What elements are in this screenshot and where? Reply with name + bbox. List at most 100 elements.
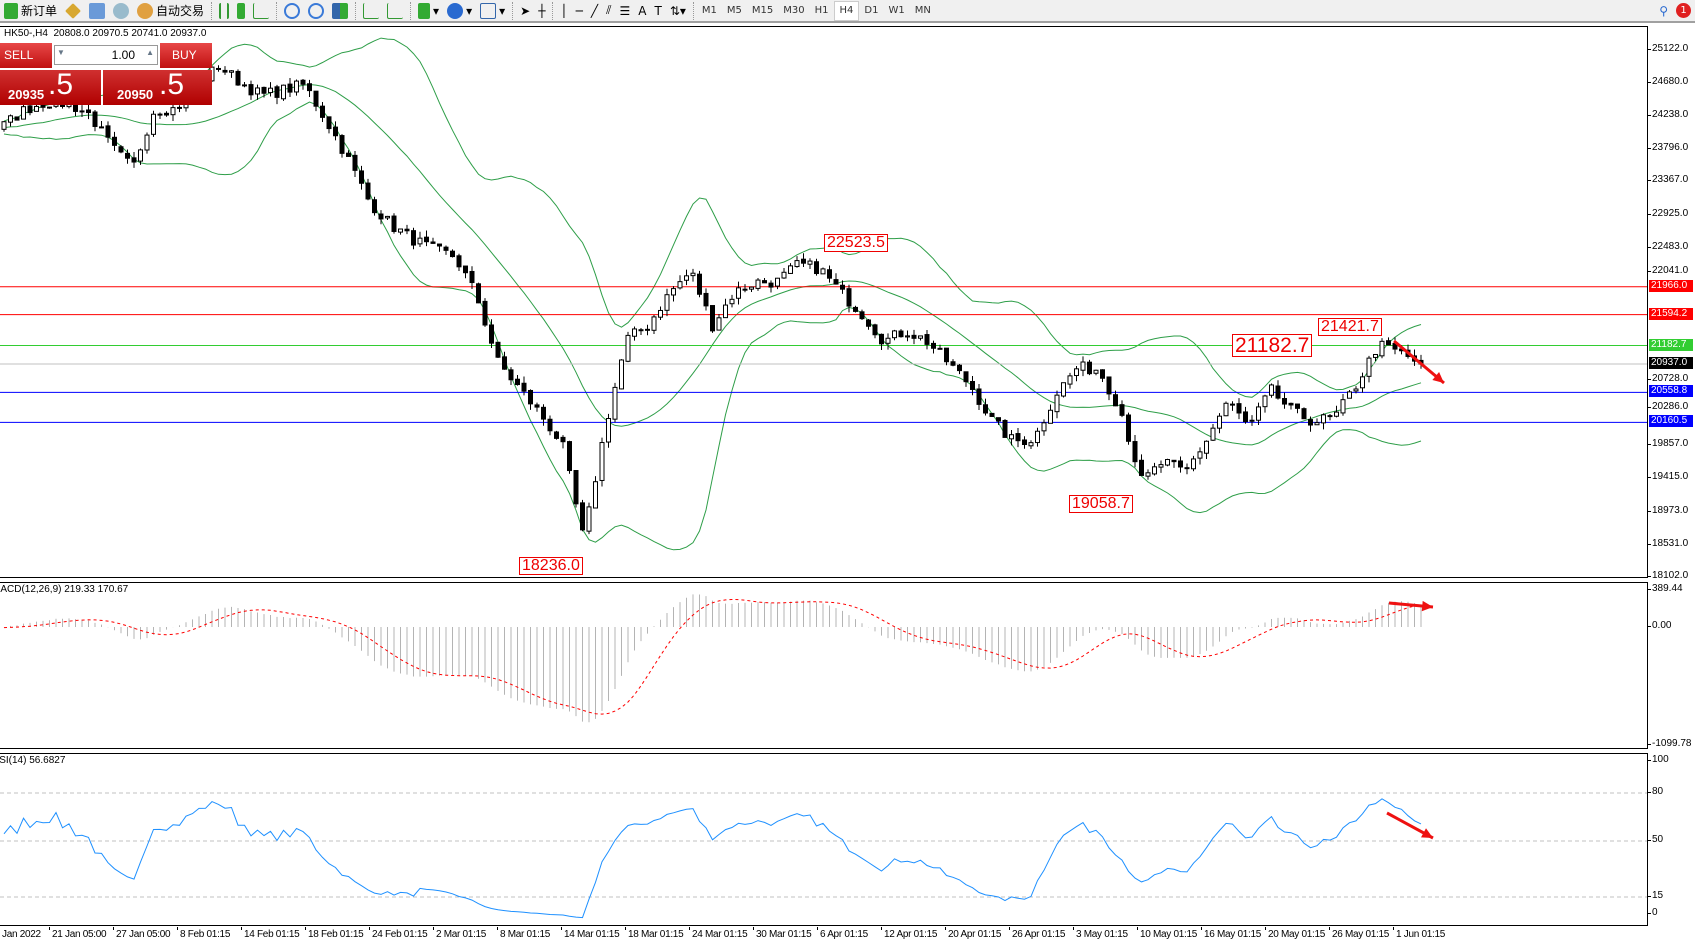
candle bbox=[632, 328, 637, 337]
arrows-icon: ⇅▾ bbox=[669, 3, 686, 18]
sell-button[interactable]: SELL bbox=[0, 43, 52, 68]
buy-price[interactable]: 20950.5 bbox=[103, 68, 212, 105]
rsi-arrow-icon-head bbox=[1421, 828, 1433, 838]
channel-button[interactable]: ⫽ bbox=[602, 1, 615, 21]
auto-trading-button[interactable]: 自动交易 bbox=[133, 1, 208, 21]
notifications-button[interactable]: 1 bbox=[1672, 1, 1695, 21]
candle bbox=[1048, 409, 1053, 424]
periods-button[interactable]: ▾ bbox=[443, 1, 476, 21]
new-order-button[interactable]: 新订单 bbox=[0, 1, 61, 21]
price-axis-label: 20728.0 bbox=[1646, 372, 1689, 384]
candle bbox=[242, 84, 247, 87]
signals-button[interactable] bbox=[109, 1, 133, 21]
candle bbox=[476, 283, 481, 304]
bollinger-lower-band bbox=[3, 101, 1422, 551]
macd-panel[interactable]: MACD(12,26,9) 219.33 170.67 bbox=[0, 582, 1648, 749]
tile-windows-button[interactable] bbox=[328, 1, 352, 21]
fibonacci-icon: ☰ bbox=[619, 3, 631, 18]
rsi-panel[interactable]: RSI(14) 56.6827 bbox=[0, 753, 1648, 926]
horizontal-line-button[interactable]: ─ bbox=[572, 1, 587, 21]
timeframe-m1[interactable]: M1 bbox=[701, 5, 717, 16]
decrease-lots-icon[interactable]: ▼ bbox=[57, 48, 65, 57]
candle bbox=[768, 282, 774, 288]
fibonacci-button[interactable]: ☰ bbox=[615, 1, 634, 21]
line-chart-icon bbox=[253, 2, 270, 19]
candle bbox=[502, 356, 507, 370]
buy-button[interactable]: BUY bbox=[160, 43, 212, 68]
vertical-line-icon: │ bbox=[560, 3, 568, 18]
candle bbox=[177, 106, 182, 109]
auto-scroll-icon bbox=[363, 2, 380, 19]
candle bbox=[976, 388, 982, 405]
trendline-icon: ╱ bbox=[590, 3, 599, 18]
cursor-button[interactable]: ➤ bbox=[516, 1, 534, 21]
candle bbox=[346, 152, 351, 157]
vertical-line-button[interactable]: │ bbox=[556, 1, 571, 21]
text-button[interactable]: A bbox=[634, 1, 650, 21]
candle bbox=[1360, 376, 1365, 389]
candle bbox=[333, 126, 338, 137]
candle bbox=[398, 228, 403, 233]
sell-price[interactable]: 20935.5 bbox=[0, 68, 101, 105]
auto-scroll-button[interactable] bbox=[359, 1, 383, 21]
timeframe-h4[interactable]: H4 bbox=[833, 0, 860, 21]
level-price-tag: 21966.0 bbox=[1649, 279, 1693, 292]
candle bbox=[1334, 411, 1339, 417]
candle bbox=[1191, 458, 1196, 470]
navigator-button[interactable] bbox=[85, 1, 109, 21]
candle bbox=[1275, 385, 1281, 399]
candle bbox=[151, 113, 156, 135]
candle bbox=[638, 329, 644, 332]
candle bbox=[859, 311, 865, 320]
candle bbox=[1386, 340, 1391, 346]
candle bbox=[326, 116, 332, 130]
timeframe-h1[interactable]: H1 bbox=[814, 5, 829, 16]
candle bbox=[294, 80, 299, 93]
zoom-out-button[interactable] bbox=[304, 1, 328, 21]
macd-title: MACD(12,26,9) 219.33 170.67 bbox=[0, 584, 129, 595]
candle bbox=[664, 294, 670, 311]
timeframe-mn[interactable]: MN bbox=[914, 5, 931, 16]
timeframe-w1[interactable]: W1 bbox=[888, 5, 905, 16]
candle bbox=[658, 309, 663, 318]
candle bbox=[1288, 402, 1294, 406]
timeframe-m15[interactable]: M15 bbox=[751, 5, 774, 16]
trendline-button[interactable]: ╱ bbox=[587, 1, 602, 21]
time-axis-label: 26 Apr 01:15 bbox=[1008, 927, 1066, 940]
candle bbox=[1243, 411, 1248, 423]
candle bbox=[1204, 440, 1209, 454]
main-chart[interactable] bbox=[0, 26, 1648, 578]
price-annotation: 18236.0 bbox=[519, 557, 583, 575]
lot-stepper[interactable]: ▼ 1.00 ▲ bbox=[54, 45, 158, 65]
time-axis-label: Jan 2022 bbox=[0, 927, 41, 940]
price-annotation: 21421.7 bbox=[1318, 318, 1382, 336]
text-label-button[interactable]: T bbox=[650, 1, 665, 21]
candlestick-icon bbox=[237, 2, 246, 19]
price-axis-label: 18531.0 bbox=[1646, 537, 1689, 549]
line-chart-button[interactable] bbox=[249, 1, 273, 21]
candle bbox=[820, 268, 826, 275]
time-axis-label: 21 Jan 05:00 bbox=[48, 927, 107, 940]
market-watch-button[interactable] bbox=[61, 1, 85, 21]
crosshair-button[interactable]: ┼ bbox=[534, 1, 549, 21]
arrows-button[interactable]: ⇅▾ bbox=[666, 1, 690, 21]
price-axis-label: 22483.0 bbox=[1646, 240, 1689, 252]
candle-chart-button[interactable] bbox=[233, 1, 249, 21]
chart-shift-button[interactable] bbox=[383, 1, 407, 21]
timeframe-d1[interactable]: D1 bbox=[864, 5, 879, 16]
templates-button[interactable]: ▾ bbox=[476, 1, 509, 21]
level-price-tag: 20937.0 bbox=[1649, 357, 1693, 370]
timeframe-m5[interactable]: M5 bbox=[726, 5, 742, 16]
candle bbox=[703, 292, 709, 307]
candle bbox=[34, 105, 39, 112]
zoom-in-button[interactable] bbox=[280, 1, 304, 21]
time-axis-label: 24 Feb 01:15 bbox=[368, 927, 428, 940]
bar-chart-button[interactable] bbox=[215, 1, 233, 21]
search-button[interactable]: ⚲ bbox=[1655, 1, 1672, 21]
timeframe-m30[interactable]: M30 bbox=[783, 5, 805, 16]
increase-lots-icon[interactable]: ▲ bbox=[146, 48, 154, 57]
indicators-button[interactable]: ▾ bbox=[414, 1, 443, 21]
candle bbox=[1145, 472, 1151, 477]
candle bbox=[801, 258, 806, 264]
level-price-tag: 21182.7 bbox=[1649, 338, 1693, 351]
